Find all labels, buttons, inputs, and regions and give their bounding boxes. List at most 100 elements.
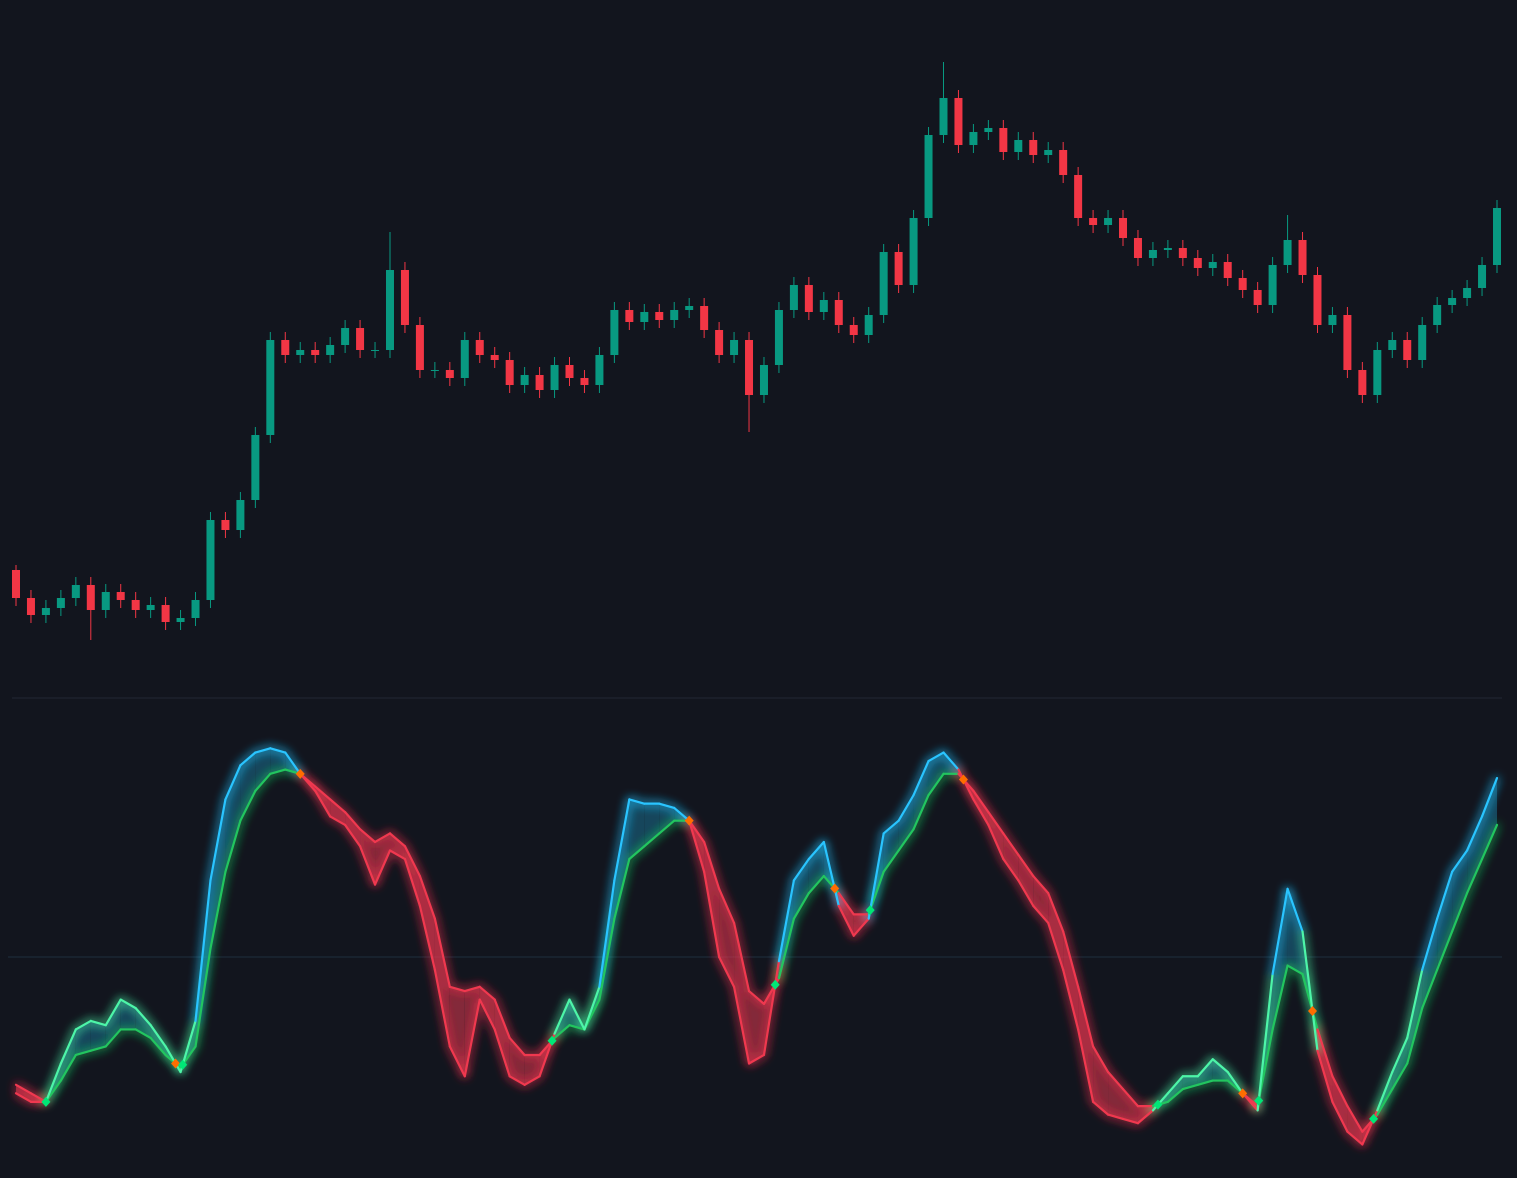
- slow-line: [1032, 874, 1050, 895]
- fast-line: [194, 879, 212, 1023]
- fast-line: [1421, 917, 1439, 971]
- slow-line: [628, 845, 646, 861]
- fast-line: [987, 823, 1005, 861]
- fast-line: [463, 998, 481, 1078]
- candle-body: [131, 600, 140, 610]
- slow-line: [1331, 1075, 1349, 1108]
- slow-line: [1121, 1087, 1140, 1108]
- band-fill: [1272, 888, 1288, 1030]
- slow-line: [59, 1053, 77, 1082]
- slow-line: [149, 1036, 167, 1057]
- fast-line: [972, 798, 990, 827]
- band-fill: [419, 876, 435, 970]
- candle-body: [281, 340, 290, 355]
- candle-body: [535, 375, 544, 390]
- fast-line: [329, 815, 347, 827]
- slow-line: [882, 849, 900, 873]
- fast-line: [104, 998, 122, 1027]
- candle-body: [371, 350, 380, 351]
- candle-body: [520, 375, 529, 385]
- slow-line: [89, 1045, 107, 1052]
- fast-line: [1062, 968, 1080, 1031]
- candle-body: [71, 585, 80, 598]
- slow-line: [1346, 1104, 1364, 1133]
- fast-line: [777, 879, 795, 963]
- cross-signal: [1369, 1113, 1379, 1124]
- fast-line: [598, 879, 616, 988]
- cross-signal: [41, 1096, 51, 1107]
- fast-line: [897, 794, 915, 822]
- slow-line: [807, 874, 825, 895]
- fast-line: [882, 819, 900, 835]
- fast-line: [568, 998, 586, 1031]
- fast-line: [1121, 1117, 1140, 1125]
- slow-line: [1465, 857, 1484, 895]
- fast-line: [1136, 1109, 1155, 1125]
- slow-line: [732, 921, 751, 993]
- slow-line: [568, 1024, 586, 1031]
- slow-line: [972, 789, 990, 814]
- slow-line: [747, 989, 766, 1005]
- fast-line: [822, 840, 840, 907]
- cross-signal: [865, 905, 875, 916]
- slow-line: [897, 828, 915, 852]
- fast-line: [164, 1045, 182, 1074]
- band-fill: [1407, 969, 1423, 1064]
- cross-signal: [171, 1058, 181, 1069]
- candle-body: [939, 98, 948, 135]
- fast-line: [239, 751, 257, 767]
- cross-signal: [295, 768, 305, 779]
- fast-line: [254, 747, 272, 754]
- slow-line: [1002, 832, 1020, 856]
- fast-line: [388, 849, 407, 861]
- fast-line: [478, 998, 496, 1031]
- band-fill: [1123, 1089, 1138, 1124]
- band-fill: [838, 893, 854, 936]
- fast-line: [1331, 1100, 1349, 1133]
- slow-line: [134, 1028, 152, 1040]
- fast-line: [957, 768, 975, 801]
- slow-line: [643, 832, 661, 848]
- candle-body: [1014, 140, 1023, 152]
- slow-line: [1166, 1087, 1184, 1103]
- fast-line: [1151, 1092, 1169, 1112]
- band-fill: [1108, 1072, 1124, 1119]
- candle-body: [116, 592, 125, 600]
- candle-body: [385, 270, 394, 350]
- cross-signal: [547, 1035, 557, 1046]
- candle-body: [41, 608, 50, 615]
- candle-body: [1133, 238, 1142, 258]
- candle-body: [1418, 325, 1427, 360]
- candle-body: [1119, 218, 1128, 238]
- band-fill: [1197, 1059, 1213, 1085]
- slow-line: [598, 917, 616, 1001]
- fast-line: [224, 764, 242, 801]
- band-fill: [988, 812, 1004, 860]
- slow-line: [463, 985, 481, 993]
- slow-line: [1286, 964, 1304, 976]
- band-fill: [1093, 1046, 1109, 1115]
- candle-body: [864, 315, 873, 335]
- candle-body: [1238, 278, 1247, 290]
- candle-body: [700, 306, 709, 330]
- candle-body: [909, 218, 918, 285]
- candle-body: [1223, 262, 1232, 278]
- candle-body: [969, 132, 978, 145]
- candle-body: [1253, 290, 1262, 305]
- candle-body: [954, 98, 963, 145]
- candle-body: [580, 378, 589, 385]
- band-fill: [1317, 1029, 1333, 1102]
- candle-body: [1388, 340, 1397, 350]
- slow-line: [14, 1083, 33, 1095]
- band-fill: [449, 986, 465, 1077]
- candle-body: [146, 605, 155, 610]
- candle-body: [490, 355, 499, 360]
- candle-body: [1433, 305, 1442, 325]
- candle-body: [745, 340, 754, 395]
- slow-line: [1271, 964, 1289, 1031]
- fast-line: [553, 998, 571, 1035]
- fast-line: [1271, 887, 1289, 976]
- candle-body: [849, 325, 858, 335]
- candle-body: [610, 310, 619, 355]
- candle-body: [1478, 265, 1487, 288]
